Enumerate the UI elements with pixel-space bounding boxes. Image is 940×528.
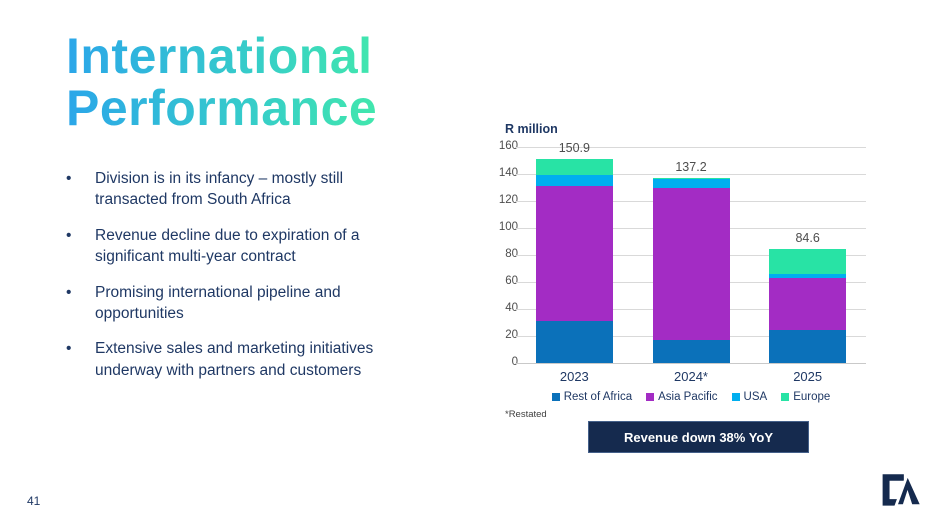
bar-segment-asia-pacific (769, 277, 847, 330)
y-tick-label: 100 (498, 221, 518, 233)
bar-segment-usa (535, 174, 613, 187)
legend-swatch-icon (731, 393, 740, 401)
stacked-bar-2025 (769, 248, 847, 363)
bullet-item: Revenue decline due to expiration of a s… (64, 225, 456, 268)
x-axis-labels: 2023 2024* 2025 (516, 369, 866, 387)
legend-swatch-icon (551, 393, 560, 401)
revenue-chart: R million 0 20 40 60 80 100 120 140 160 150.9 137… (490, 118, 920, 423)
legend-label: USA (743, 391, 768, 403)
y-tick-label: 160 (498, 140, 518, 152)
y-tick-label: 60 (505, 275, 518, 287)
company-logo-icon (882, 470, 924, 507)
legend-item: USA (731, 391, 768, 403)
stacked-bar-2024 (652, 177, 730, 363)
bar-total-label: 84.6 (795, 230, 820, 245)
page-title: International Performance (66, 30, 377, 134)
callout-banner: Revenue down 38% YoY (588, 421, 809, 453)
stacked-bar-2023 (535, 159, 613, 363)
chart-legend: Rest of Africa Asia Pacific USA Europe (516, 391, 866, 403)
bar-segment-rest-of-africa (652, 339, 730, 363)
bar-segment-usa (652, 179, 730, 189)
bar-segment-europe (769, 248, 847, 274)
bar-segment-usa (769, 273, 847, 278)
legend-label: Rest of Africa (563, 391, 633, 403)
bar-total-label: 150.9 (558, 141, 590, 156)
legend-label: Europe (793, 391, 831, 403)
y-tick-label: 20 (505, 329, 518, 341)
legend-item: Asia Pacific (646, 391, 718, 403)
bar-segment-asia-pacific (652, 188, 730, 340)
bar-segment-rest-of-africa (769, 329, 847, 363)
legend-item: Rest of Africa (551, 391, 633, 403)
bar-segment-europe (535, 159, 613, 175)
x-axis-label: 2024* (674, 369, 708, 384)
chart-axis-title: R million (505, 122, 558, 136)
y-axis: 0 20 40 60 80 100 120 140 160 (490, 118, 518, 423)
bullet-item: Division is in its infancy – mostly stil… (64, 168, 456, 211)
y-tick-label: 0 (511, 356, 518, 368)
legend-item: Europe (781, 391, 830, 403)
y-tick-label: 40 (505, 302, 518, 314)
bar-total-label: 137.2 (675, 159, 707, 174)
bar-segment-rest-of-africa (535, 321, 613, 363)
title-line-2: Performance (66, 80, 378, 136)
legend-label: Asia Pacific (658, 391, 718, 403)
x-axis-label: 2023 (559, 369, 589, 384)
gridline (516, 147, 866, 148)
bullet-item: Extensive sales and marketing initiative… (64, 338, 456, 381)
chart-footnote: *Restated (505, 409, 547, 420)
x-axis-label: 2025 (793, 369, 823, 384)
title-line-1: International (66, 28, 373, 84)
legend-swatch-icon (781, 393, 790, 401)
y-tick-label: 120 (498, 194, 518, 206)
bullet-list: Division is in its infancy – mostly stil… (64, 168, 456, 395)
callout-text: Revenue down 38% YoY (623, 429, 774, 445)
page-number: 41 (27, 494, 41, 508)
bullet-item: Promising international pipeline and opp… (64, 282, 456, 325)
bar-segment-europe (652, 177, 730, 180)
y-tick-label: 80 (505, 248, 518, 260)
plot-area: 150.9 137.2 84.6 (516, 141, 866, 364)
y-tick-label: 140 (498, 167, 518, 179)
legend-swatch-icon (646, 393, 655, 401)
gridline (516, 174, 866, 175)
bar-segment-asia-pacific (535, 186, 613, 322)
